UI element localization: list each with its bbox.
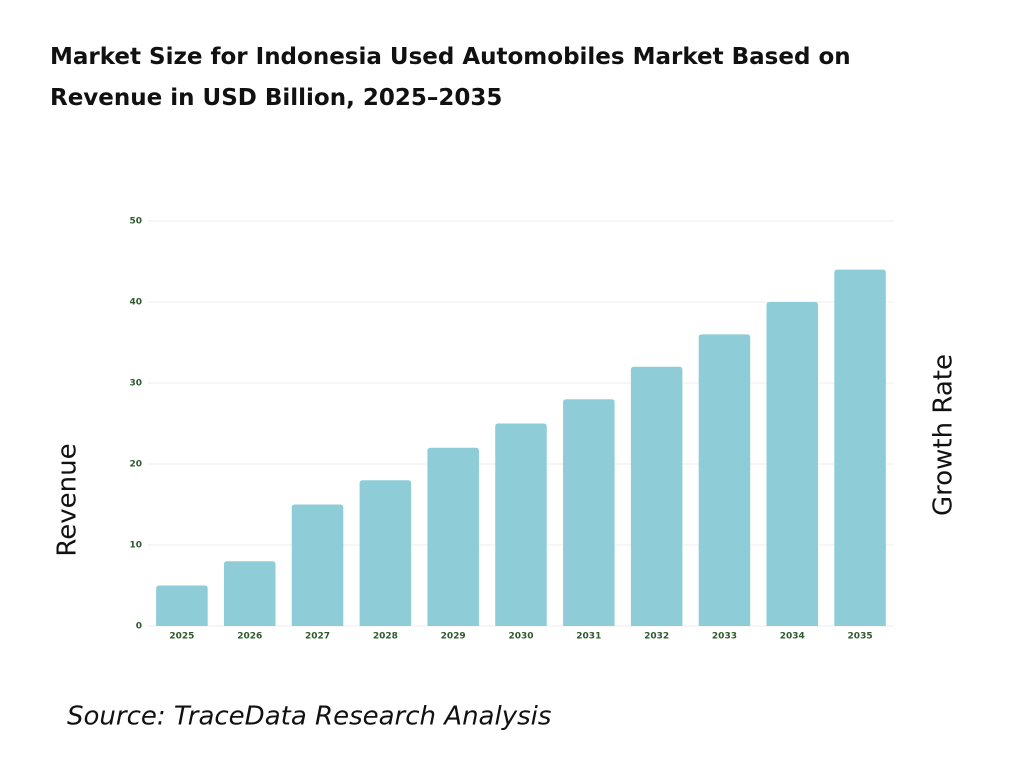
bar — [834, 269, 886, 626]
x-tick-label: 2028 — [373, 632, 398, 642]
y-tick-label: 20 — [129, 460, 142, 470]
bar — [156, 585, 208, 626]
bar — [291, 504, 344, 626]
y-tick-label: 50 — [129, 217, 142, 227]
x-tick-label: 2034 — [780, 632, 805, 642]
x-tick-label: 2025 — [169, 632, 194, 642]
y-tick-label: 30 — [129, 379, 142, 389]
y-tick-label: 40 — [129, 298, 142, 308]
bar — [495, 423, 547, 626]
bar — [766, 302, 819, 626]
x-tick-label: 2026 — [237, 632, 262, 642]
x-tick-label: 2032 — [644, 632, 669, 642]
source-note: Source: TraceData Research Analysis — [67, 702, 551, 732]
x-tick-label: 2027 — [305, 632, 330, 642]
x-tick-label: 2035 — [848, 632, 873, 642]
y-axis-label: Revenue — [53, 443, 83, 556]
bar — [223, 561, 276, 626]
x-tick-label: 2033 — [712, 632, 737, 642]
chart-title: Market Size for Indonesia Used Automobil… — [50, 44, 851, 111]
x-tick-label: 2029 — [441, 632, 466, 642]
y-tick-label: 0 — [136, 622, 142, 632]
bar — [359, 480, 412, 626]
bar — [563, 399, 615, 626]
bar — [630, 366, 683, 626]
bar — [427, 447, 479, 626]
y-tick-label: 10 — [129, 541, 142, 551]
y2-axis-label: Growth Rate — [929, 354, 959, 516]
bar — [698, 334, 751, 626]
x-tick-label: 2030 — [508, 632, 533, 642]
x-tick-label: 2031 — [576, 632, 601, 642]
